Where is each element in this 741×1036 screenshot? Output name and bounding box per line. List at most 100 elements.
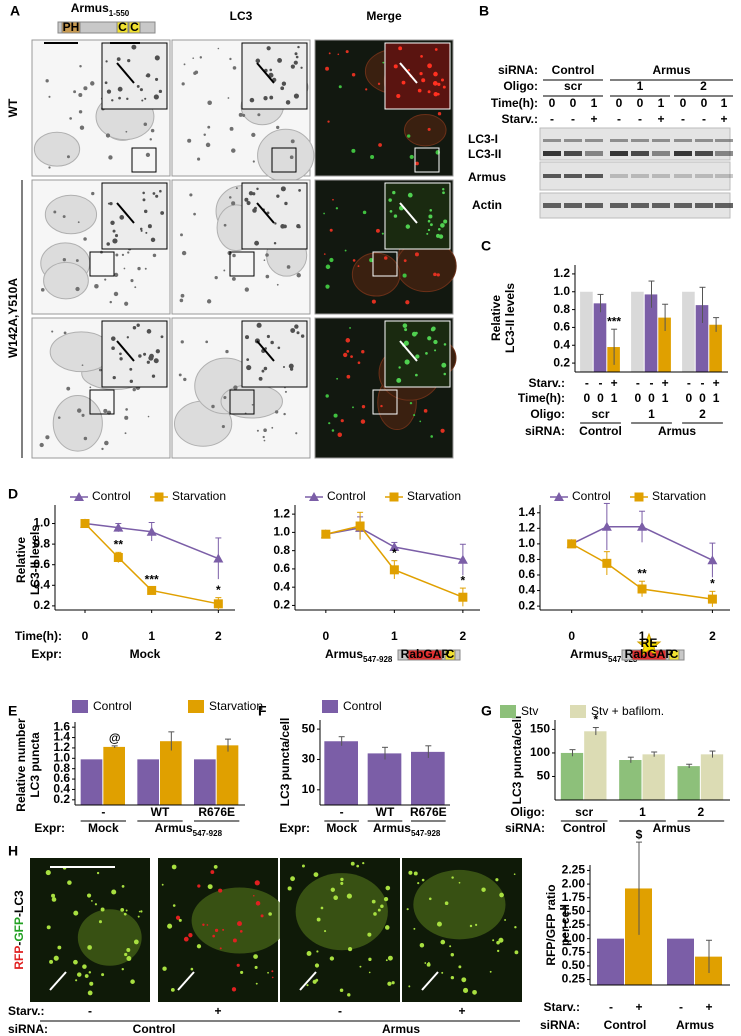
- annotation: *: [461, 573, 466, 587]
- row-item: 2: [699, 407, 706, 421]
- row-item: -: [585, 376, 589, 390]
- row-item: -: [338, 1004, 342, 1018]
- inset-puncta: [438, 234, 444, 239]
- puncta: [428, 961, 430, 964]
- row-item: Armus547-928: [373, 821, 441, 837]
- row-item: -: [681, 112, 685, 126]
- puncta: [378, 143, 382, 147]
- puncta: [77, 221, 80, 224]
- inset-puncta: [106, 89, 112, 94]
- row-item: +: [713, 376, 720, 390]
- puncta: [211, 404, 215, 409]
- puncta: [180, 340, 184, 344]
- puncta: [253, 954, 258, 959]
- puncta: [40, 288, 45, 292]
- puncta: [450, 953, 455, 957]
- inset-puncta: [429, 223, 433, 227]
- legend-label: Control: [92, 489, 131, 503]
- puncta: [222, 928, 225, 931]
- puncta: [296, 273, 301, 278]
- y-tick-label: 1.0: [518, 536, 535, 550]
- puncta: [377, 908, 381, 912]
- band: [695, 151, 713, 156]
- domain-label: C: [446, 647, 455, 661]
- puncta: [233, 385, 238, 390]
- row-item: R676E: [410, 805, 447, 819]
- puncta: [265, 253, 269, 257]
- inset-puncta: [434, 48, 438, 51]
- puncta: [312, 979, 317, 984]
- puncta: [133, 939, 139, 945]
- inset-puncta: [398, 46, 403, 51]
- inset-puncta: [158, 89, 163, 94]
- domain-label: RabGAP: [625, 647, 674, 661]
- channel-part: -: [12, 942, 26, 946]
- inset-puncta: [437, 82, 441, 86]
- puncta: [125, 130, 128, 133]
- row-item: Control: [579, 424, 622, 438]
- inset-puncta: [441, 362, 447, 368]
- puncta: [199, 56, 203, 59]
- puncta: [352, 259, 356, 262]
- puncta: [89, 386, 92, 389]
- band: [564, 174, 582, 178]
- puncta: [382, 61, 385, 64]
- inset-puncta: [144, 97, 147, 100]
- puncta: [252, 160, 255, 163]
- inset-puncta: [282, 365, 285, 369]
- inset: [384, 42, 451, 110]
- puncta: [428, 897, 432, 901]
- bar: [658, 317, 671, 372]
- puncta: [225, 349, 229, 354]
- puncta: [450, 975, 455, 980]
- row-item: -: [599, 376, 603, 390]
- puncta: [62, 215, 66, 219]
- puncta: [290, 139, 295, 144]
- series-line: [325, 525, 464, 598]
- band: [652, 151, 670, 156]
- puncta: [84, 974, 89, 978]
- y-tick-label: 100: [530, 745, 550, 759]
- row-item: 1: [637, 79, 644, 93]
- inset-puncta: [419, 72, 423, 76]
- puncta: [193, 212, 196, 216]
- puncta: [286, 265, 291, 269]
- puncta: [365, 88, 368, 91]
- bar: [695, 305, 709, 372]
- inset-puncta: [139, 88, 143, 92]
- inset-puncta: [129, 367, 133, 371]
- puncta: [362, 861, 365, 865]
- puncta: [123, 267, 126, 270]
- y-tick-label: 0.6: [518, 567, 535, 581]
- puncta: [290, 876, 295, 882]
- inset-puncta: [111, 99, 114, 102]
- inset-puncta: [440, 78, 444, 82]
- puncta: [377, 82, 381, 86]
- band: [674, 139, 692, 142]
- puncta: [263, 439, 266, 442]
- channel-part: RFP: [12, 946, 26, 970]
- inset-puncta: [285, 100, 291, 105]
- inset-puncta: [404, 328, 408, 332]
- inset-puncta: [141, 99, 144, 102]
- puncta: [75, 259, 79, 262]
- inset-puncta: [252, 208, 257, 213]
- puncta: [413, 414, 416, 417]
- puncta: [150, 128, 155, 133]
- puncta: [79, 125, 85, 130]
- inset-puncta: [266, 334, 270, 339]
- row-label: siRNA:: [540, 1018, 580, 1032]
- puncta: [171, 864, 177, 870]
- inset-puncta: [105, 60, 108, 63]
- inset-puncta: [289, 367, 294, 371]
- annotation: **: [637, 566, 647, 580]
- puncta: [236, 963, 240, 967]
- inset-puncta: [393, 214, 398, 218]
- row-item: WT: [151, 805, 170, 819]
- puncta: [229, 196, 232, 199]
- band: [695, 139, 713, 142]
- puncta: [329, 228, 333, 232]
- row-item: Armus: [382, 1022, 420, 1036]
- puncta: [190, 967, 194, 971]
- puncta: [98, 920, 102, 924]
